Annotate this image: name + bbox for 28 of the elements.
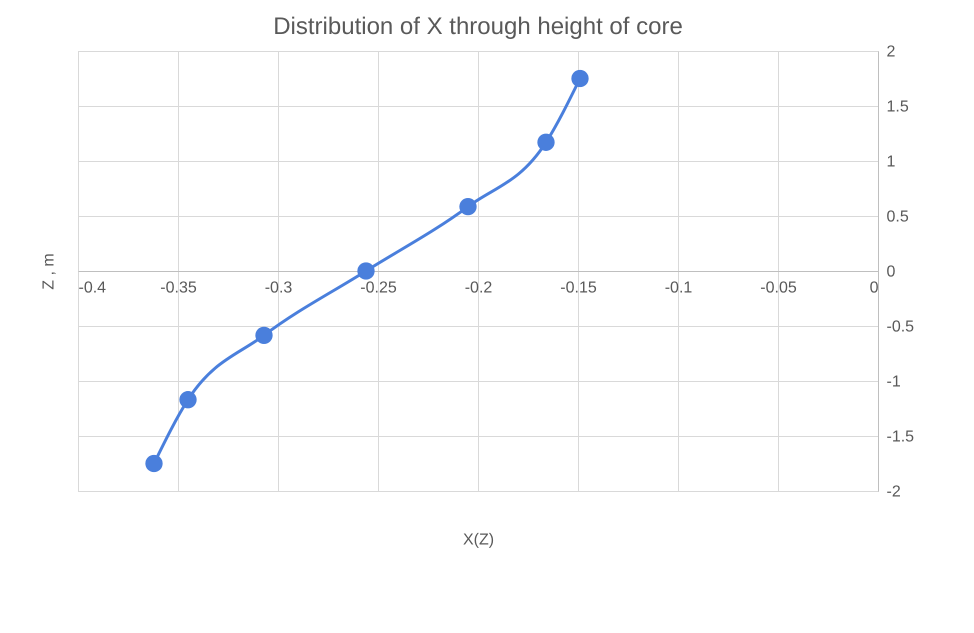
y-tick-label: -1	[886, 374, 901, 390]
y-tick-label: 1	[886, 154, 896, 170]
point	[571, 70, 589, 88]
y-tick-label: -1.5	[886, 428, 914, 446]
x-tick-label: -0.05	[760, 280, 797, 296]
x-tick-label: -0.35	[160, 280, 197, 296]
x-tick-label: -0.1	[664, 280, 692, 296]
point	[459, 198, 477, 216]
y-tick-label: -2	[886, 484, 901, 500]
y-tick-label: 0.5	[886, 208, 909, 226]
y-tick-label: 1.5	[886, 98, 909, 116]
x-tick-label: -0.15	[560, 280, 597, 296]
point	[537, 134, 555, 151]
point	[179, 391, 197, 408]
y-tick-label: 0	[886, 264, 896, 280]
x-tick-label: -0.25	[360, 280, 397, 296]
point	[255, 326, 273, 344]
y-tick-label: -0.5	[886, 318, 914, 336]
chart-title: Distribution of X through height of core	[273, 13, 683, 40]
x-tick-label: -0.4	[78, 280, 106, 296]
y-axis-title: Z , m	[40, 253, 58, 290]
x-tick-label: -0.3	[264, 280, 292, 296]
x-tick-label: -0.2	[464, 280, 492, 296]
point	[145, 454, 163, 472]
point	[357, 262, 375, 280]
y-tick-label: 2	[886, 44, 896, 60]
x-tick-label: 0	[870, 280, 879, 296]
x-axis-title: X(Z)	[462, 532, 494, 548]
